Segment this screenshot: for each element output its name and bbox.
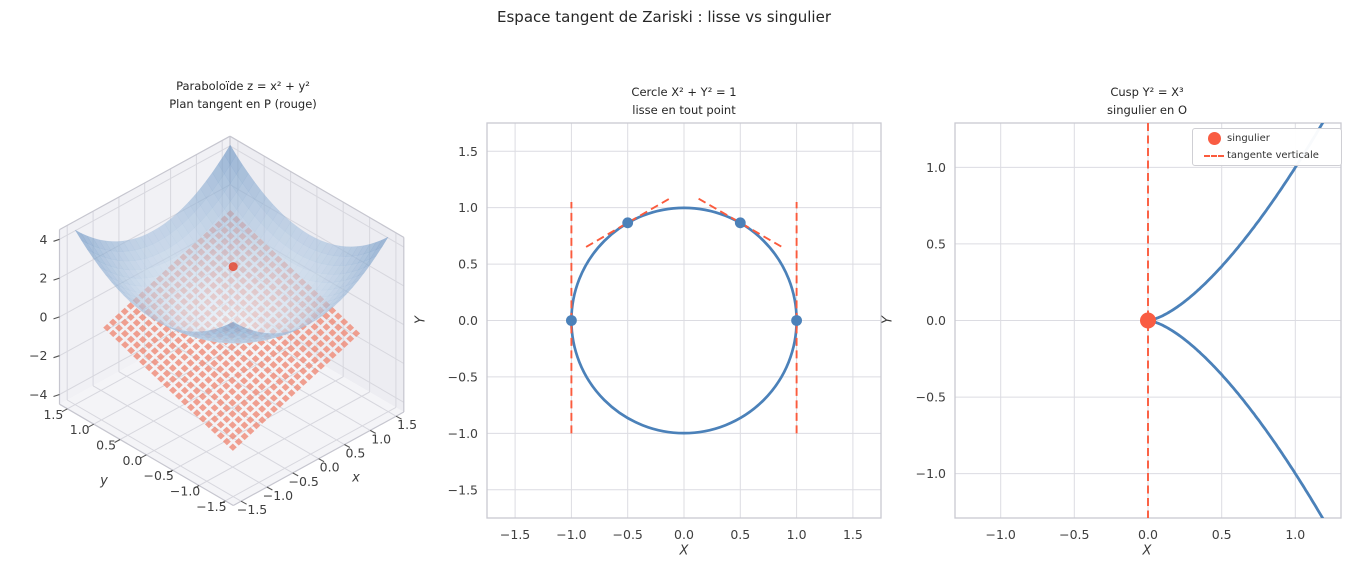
y-axis-label-cusp: Y — [880, 316, 896, 324]
paraboloid-title-line2: Plan tangent en P (rouge) — [169, 96, 317, 111]
svg-text:0.0: 0.0 — [926, 313, 946, 328]
svg-text:−1.5: −1.5 — [500, 527, 530, 542]
svg-text:1.0: 1.0 — [371, 431, 391, 446]
svg-text:−1.0: −1.0 — [556, 527, 586, 542]
svg-text:0.0: 0.0 — [674, 527, 694, 542]
svg-text:−1.0: −1.0 — [916, 466, 946, 481]
circle-title-line1: Cercle X² + Y² = 1 — [631, 85, 737, 99]
svg-text:−1.0: −1.0 — [263, 488, 293, 503]
svg-text:1.5: 1.5 — [397, 417, 417, 432]
svg-text:−0.5: −0.5 — [144, 468, 174, 483]
svg-text:1.0: 1.0 — [787, 527, 807, 542]
legend: singulier tangente verticale — [1192, 128, 1342, 166]
cusp-plot-title: Cusp Y² = X³ singulier en O — [1107, 84, 1187, 120]
svg-text:1.0: 1.0 — [1285, 527, 1305, 542]
circle-plot-title: Cercle X² + Y² = 1 lisse en tout point — [631, 84, 736, 120]
svg-text:−1.5: −1.5 — [196, 499, 226, 514]
svg-text:−0.5: −0.5 — [916, 390, 946, 405]
figure-title: Espace tangent de Zariski : lisse vs sin… — [497, 8, 831, 26]
svg-text:0.5: 0.5 — [926, 237, 946, 252]
svg-text:0.5: 0.5 — [458, 257, 478, 272]
svg-text:0.0: 0.0 — [1138, 527, 1158, 542]
x-axis-label-3d: x — [352, 470, 360, 486]
svg-text:−1.0: −1.0 — [986, 527, 1016, 542]
cusp-title-line2: singulier en O — [1107, 102, 1187, 117]
svg-text:−1.5: −1.5 — [237, 502, 267, 517]
x-axis-label-cusp: X — [1142, 543, 1152, 559]
svg-text:0.0: 0.0 — [122, 453, 142, 468]
y-axis-label-3d: y — [100, 473, 108, 489]
svg-text:1.0: 1.0 — [70, 422, 90, 437]
svg-text:−2: −2 — [29, 348, 47, 363]
svg-text:−0.5: −0.5 — [613, 527, 643, 542]
cusp-title-line1: Cusp Y² = X³ — [1110, 85, 1184, 99]
svg-text:0.0: 0.0 — [320, 460, 340, 475]
svg-text:0.5: 0.5 — [96, 438, 116, 453]
svg-text:4: 4 — [40, 232, 48, 247]
svg-text:0.5: 0.5 — [1212, 527, 1232, 542]
svg-text:−0.5: −0.5 — [289, 474, 319, 489]
svg-text:0: 0 — [40, 309, 48, 324]
circle-title-line2: lisse en tout point — [632, 102, 736, 117]
legend-item-tangente-verticale: tangente verticale — [1201, 148, 1341, 163]
svg-text:1.0: 1.0 — [458, 200, 478, 215]
svg-text:1.5: 1.5 — [458, 144, 478, 159]
legend-label-tangente: tangente verticale — [1227, 150, 1319, 161]
paraboloid-plot-title: Paraboloïde z = x² + y² Plan tangent en … — [169, 78, 317, 114]
svg-text:−4: −4 — [29, 387, 47, 402]
paraboloid-title-line1: Paraboloïde z = x² + y² — [176, 79, 310, 93]
svg-text:−0.5: −0.5 — [1059, 527, 1089, 542]
svg-text:−0.5: −0.5 — [448, 370, 478, 385]
legend-dashed-line-icon — [1201, 154, 1227, 157]
legend-label-singulier: singulier — [1227, 133, 1270, 144]
svg-text:1.0: 1.0 — [926, 160, 946, 175]
svg-text:0.0: 0.0 — [458, 313, 478, 328]
svg-text:−1.0: −1.0 — [448, 426, 478, 441]
svg-text:0.5: 0.5 — [345, 446, 365, 461]
svg-text:0.5: 0.5 — [730, 527, 750, 542]
legend-point-marker-icon — [1201, 132, 1227, 145]
x-axis-label-circle: X — [679, 543, 689, 559]
svg-text:2: 2 — [40, 271, 48, 286]
svg-text:−1.0: −1.0 — [170, 484, 200, 499]
svg-text:−1.5: −1.5 — [448, 482, 478, 497]
y-axis-label-circle: Y — [413, 316, 429, 324]
legend-item-singulier: singulier — [1201, 131, 1341, 146]
svg-text:1.5: 1.5 — [43, 407, 63, 422]
svg-text:1.5: 1.5 — [843, 527, 863, 542]
